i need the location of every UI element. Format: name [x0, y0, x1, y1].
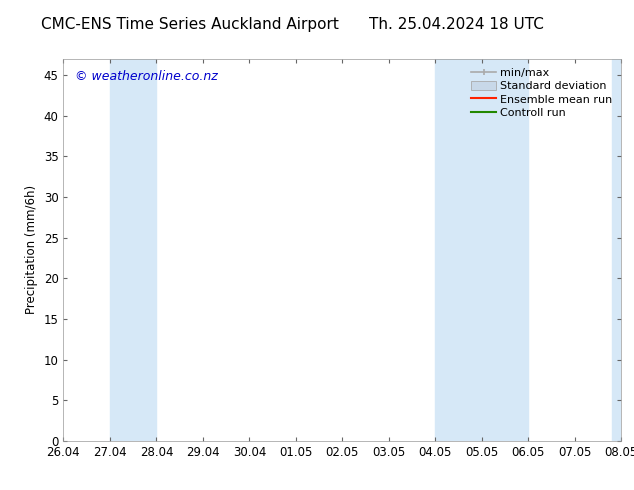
Text: Th. 25.04.2024 18 UTC: Th. 25.04.2024 18 UTC	[369, 17, 544, 32]
Y-axis label: Precipitation (mm/6h): Precipitation (mm/6h)	[25, 185, 38, 315]
Text: © weatheronline.co.nz: © weatheronline.co.nz	[75, 70, 217, 83]
Bar	[612, 59, 621, 441]
Bar	[436, 59, 528, 441]
Legend: min/max, Standard deviation, Ensemble mean run, Controll run: min/max, Standard deviation, Ensemble me…	[468, 64, 616, 121]
Text: CMC-ENS Time Series Auckland Airport: CMC-ENS Time Series Auckland Airport	[41, 17, 339, 32]
Bar	[110, 59, 157, 441]
